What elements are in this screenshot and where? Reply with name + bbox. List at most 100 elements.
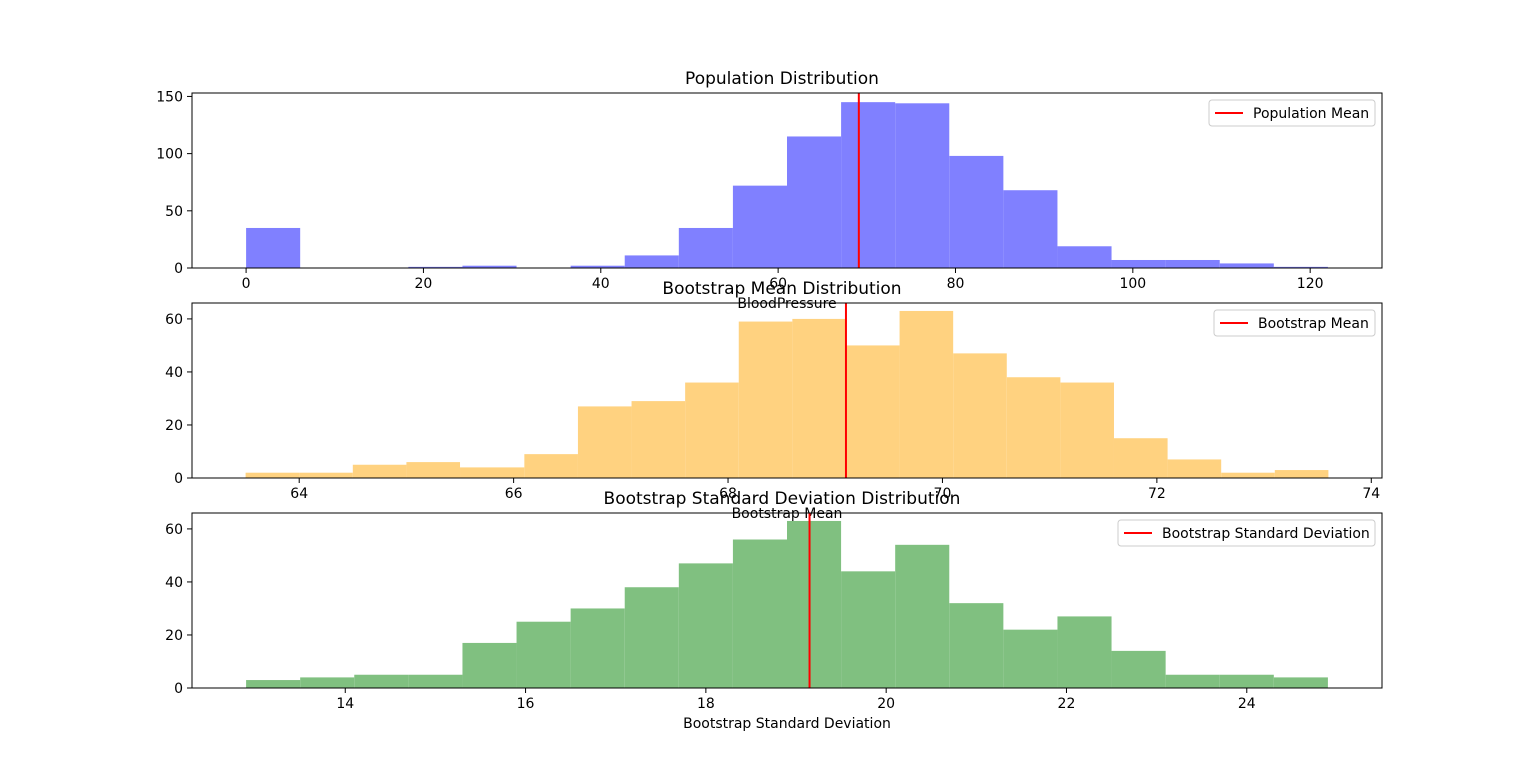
- y-tick-label: 0: [174, 681, 183, 697]
- histogram-bar: [1219, 674, 1274, 688]
- histogram-bar: [406, 462, 461, 478]
- x-tick-label: 20: [415, 276, 433, 292]
- x-axis-label: Bootstrap Standard Deviation: [683, 716, 891, 732]
- x-tick-label: 14: [336, 696, 354, 712]
- y-tick-label: 150: [156, 89, 183, 105]
- histogram-bar: [685, 382, 739, 478]
- histogram-bar: [570, 608, 625, 688]
- x-axis-label: BloodPressure: [737, 296, 836, 312]
- histogram-bar: [1273, 677, 1328, 688]
- legend: Bootstrap Standard Deviation: [1117, 519, 1376, 547]
- histogram-bars: [245, 310, 1329, 478]
- chart-panel-3: 14 16 18 20 22 24 0 20 40 60 Bootstrap Standard De…: [165, 512, 1383, 732]
- histogram-bar: [792, 318, 846, 478]
- chart-title: Bootstrap Mean Distribution: [662, 279, 901, 299]
- histogram-bar: [624, 255, 679, 268]
- x-tick-label: 64: [290, 486, 308, 502]
- axes-frame: [191, 512, 1383, 689]
- legend-label: Population Mean: [1253, 106, 1369, 122]
- y-tick-label: 0: [174, 471, 183, 487]
- histogram-bar: [678, 563, 733, 688]
- histogram-bar: [1113, 438, 1168, 478]
- histogram-bar: [245, 472, 300, 478]
- histogram-bar: [1273, 266, 1328, 268]
- histogram-bar: [462, 265, 517, 268]
- histogram-bar: [299, 472, 353, 478]
- y-tick-label: 100: [156, 147, 183, 163]
- histogram-bar: [841, 571, 896, 688]
- histogram-bar: [354, 674, 409, 688]
- histogram-bar: [516, 621, 571, 688]
- histogram-bar: [462, 642, 517, 688]
- x-tick-label: 80: [947, 276, 965, 292]
- legend-label: Bootstrap Mean: [1258, 316, 1369, 332]
- x-tick-label: 100: [1119, 276, 1146, 292]
- x-tick-label: 24: [1238, 696, 1256, 712]
- chart-panel-1: 0 20 40 60 80 100 120 0 50 100 150 BloodPressure Pop…: [156, 89, 1383, 312]
- histogram-bar: [1057, 616, 1112, 688]
- histogram-bar: [577, 406, 632, 478]
- legend: Population Mean: [1208, 99, 1376, 127]
- chart-title: Population Distribution: [685, 69, 879, 89]
- histogram-bar: [1003, 190, 1058, 268]
- histogram-bar: [624, 587, 679, 688]
- y-tick-label: 40: [165, 365, 183, 381]
- x-tick-label: 70: [934, 486, 952, 502]
- y-tick-label: 20: [165, 628, 183, 644]
- histogram-bar: [1219, 263, 1274, 268]
- histogram-bar: [300, 677, 355, 688]
- histogram-bar: [953, 353, 1007, 478]
- histogram-bar: [1003, 629, 1058, 688]
- x-tick-label: 74: [1362, 486, 1380, 502]
- histogram-bar: [1165, 259, 1220, 268]
- chart-title: Bootstrap Standard Deviation Distributio…: [604, 489, 961, 509]
- legend: Bootstrap Mean: [1213, 309, 1376, 337]
- legend-box: [1117, 519, 1376, 547]
- histogram-bar: [732, 185, 787, 268]
- y-tick-label: 60: [165, 522, 183, 538]
- histogram-bar: [738, 321, 793, 478]
- histogram-bar: [1111, 650, 1166, 688]
- histogram-bars: [246, 102, 1328, 268]
- x-tick-label: 72: [1148, 486, 1166, 502]
- legend-box: [1213, 309, 1376, 337]
- y-tick-label: 40: [165, 575, 183, 591]
- histogram-bar: [949, 603, 1004, 688]
- histogram-bar: [1165, 674, 1220, 688]
- histogram-bar: [1167, 459, 1222, 478]
- histogram-bar: [787, 520, 842, 688]
- histogram-bar: [1060, 382, 1114, 478]
- histogram-bar: [895, 103, 950, 268]
- histogram-bar: [460, 467, 525, 478]
- axes-frame: [191, 92, 1383, 269]
- histogram-bar: [899, 310, 954, 478]
- x-tick-label: 0: [242, 276, 251, 292]
- y-tick-label: 0: [174, 261, 183, 277]
- legend-box: [1208, 99, 1376, 127]
- y-tick-label: 20: [165, 418, 183, 434]
- y-tick-label: 60: [165, 312, 183, 328]
- axes-frame: [191, 302, 1383, 479]
- histogram-bar: [524, 454, 578, 478]
- histogram-bar: [570, 265, 625, 268]
- histogram-bar: [1274, 470, 1329, 478]
- x-tick-label: 20: [877, 696, 895, 712]
- histogram-bar: [1057, 246, 1112, 268]
- histogram-bar: [787, 136, 842, 268]
- histogram-bar: [1111, 259, 1166, 268]
- x-tick-label: 16: [517, 696, 535, 712]
- histogram-bar: [408, 674, 463, 688]
- histogram-bar: [246, 227, 301, 268]
- histogram-bars: [246, 520, 1328, 688]
- histogram-bar: [631, 401, 686, 478]
- histogram-bar: [246, 680, 301, 688]
- x-tick-label: 18: [697, 696, 715, 712]
- x-axis-label: Bootstrap Mean: [732, 506, 843, 522]
- x-tick-label: 60: [769, 276, 787, 292]
- x-tick-label: 40: [592, 276, 610, 292]
- histogram-bar: [895, 544, 950, 688]
- histogram-bar: [845, 345, 900, 478]
- x-tick-label: 120: [1297, 276, 1324, 292]
